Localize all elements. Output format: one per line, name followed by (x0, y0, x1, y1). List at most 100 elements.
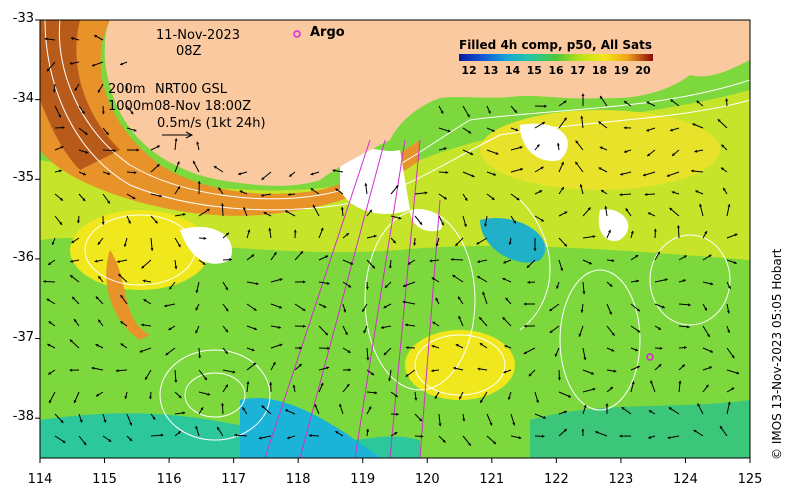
warm-eddy-west (70, 210, 210, 290)
cloud-gap-2 (180, 226, 232, 264)
current-vector (78, 435, 87, 446)
current-vector (124, 391, 128, 400)
current-vector (198, 208, 210, 217)
current-vector (630, 230, 634, 239)
current-vector (606, 325, 615, 336)
current-vector (407, 259, 416, 265)
colorbar-tick-label: 14 (504, 64, 521, 77)
plot-frame (39, 19, 751, 459)
current-vector (510, 435, 522, 440)
current-vector (558, 391, 572, 398)
current-vector (630, 279, 640, 283)
current-vector (150, 145, 161, 151)
current-vector (455, 343, 464, 349)
current-vector (434, 391, 440, 399)
current-vector (558, 428, 568, 437)
current-vector (630, 381, 635, 393)
current-vector (431, 277, 440, 283)
current-vector (116, 259, 128, 264)
current-vector (722, 187, 728, 195)
current-vector (141, 323, 152, 327)
x-tick-label: 114 (27, 472, 53, 487)
current-vector (43, 279, 56, 284)
current-vector (46, 61, 56, 72)
x-tick-label: 115 (92, 472, 117, 487)
current-vector (482, 291, 488, 305)
current-vector (558, 117, 567, 129)
current-vector (126, 193, 136, 200)
current-vector (642, 171, 656, 177)
current-vector (478, 316, 488, 327)
current-vector (384, 281, 392, 289)
colorbar-tick-label: 19 (613, 64, 629, 77)
current-vector (431, 369, 440, 373)
current-vector (438, 193, 448, 200)
current-vector (558, 211, 568, 217)
current-vector (431, 344, 440, 349)
current-vector (126, 215, 131, 224)
current-vector (556, 281, 560, 289)
cloud-gap-5 (410, 209, 443, 232)
current-vector (678, 303, 691, 307)
current-vector (462, 127, 472, 134)
current-vector (503, 369, 512, 374)
current-vector (195, 303, 200, 311)
current-vector (726, 369, 740, 375)
current-vector (581, 93, 585, 107)
current-vector (606, 229, 611, 239)
current-vector (510, 105, 518, 114)
current-vector (599, 95, 608, 107)
current-vector (168, 281, 176, 290)
current-vector (630, 347, 639, 352)
current-vector (647, 212, 656, 217)
current-vector (450, 257, 464, 262)
current-vector (46, 298, 56, 305)
current-vector (270, 251, 277, 261)
current-vector (462, 215, 467, 227)
current-vector (619, 434, 632, 438)
current-vector (241, 407, 248, 415)
current-vector (582, 281, 586, 295)
current-vector (507, 391, 512, 400)
current-vector (462, 171, 475, 178)
current-vector (702, 281, 714, 286)
current-vector (692, 123, 704, 129)
current-vector (476, 237, 488, 245)
current-vector (549, 325, 560, 334)
cool-patch (480, 218, 546, 263)
current-vector (102, 435, 112, 443)
current-vector (534, 121, 546, 129)
current-vector (222, 384, 229, 393)
current-vector (667, 435, 680, 440)
current-vector (195, 325, 200, 334)
current-vector (702, 384, 709, 393)
current-vector (174, 237, 181, 248)
current-vector (580, 115, 584, 129)
current-vector (365, 281, 369, 290)
current-vector (102, 148, 116, 153)
current-vector (623, 100, 632, 107)
current-vector (388, 369, 392, 382)
current-vector (270, 325, 281, 329)
current-vector (669, 127, 680, 132)
colorbar (459, 54, 653, 61)
current-vector (126, 105, 134, 115)
current-vector (717, 118, 728, 129)
current-vector (654, 325, 662, 331)
current-vector (582, 404, 587, 415)
current-vector (453, 366, 464, 371)
current-vector (405, 346, 416, 350)
cloud-gap-4 (598, 209, 629, 241)
current-vector (246, 325, 258, 331)
current-vector (623, 149, 632, 153)
current-vector (510, 215, 517, 224)
current-vector (702, 347, 714, 353)
current-vector (318, 303, 327, 308)
current-vector (70, 259, 80, 263)
current-vector (342, 259, 354, 265)
current-vector (678, 364, 686, 371)
current-vector (414, 191, 428, 195)
current-vector (582, 369, 595, 375)
current-vector (668, 406, 680, 415)
current-vectors (43, 34, 740, 446)
